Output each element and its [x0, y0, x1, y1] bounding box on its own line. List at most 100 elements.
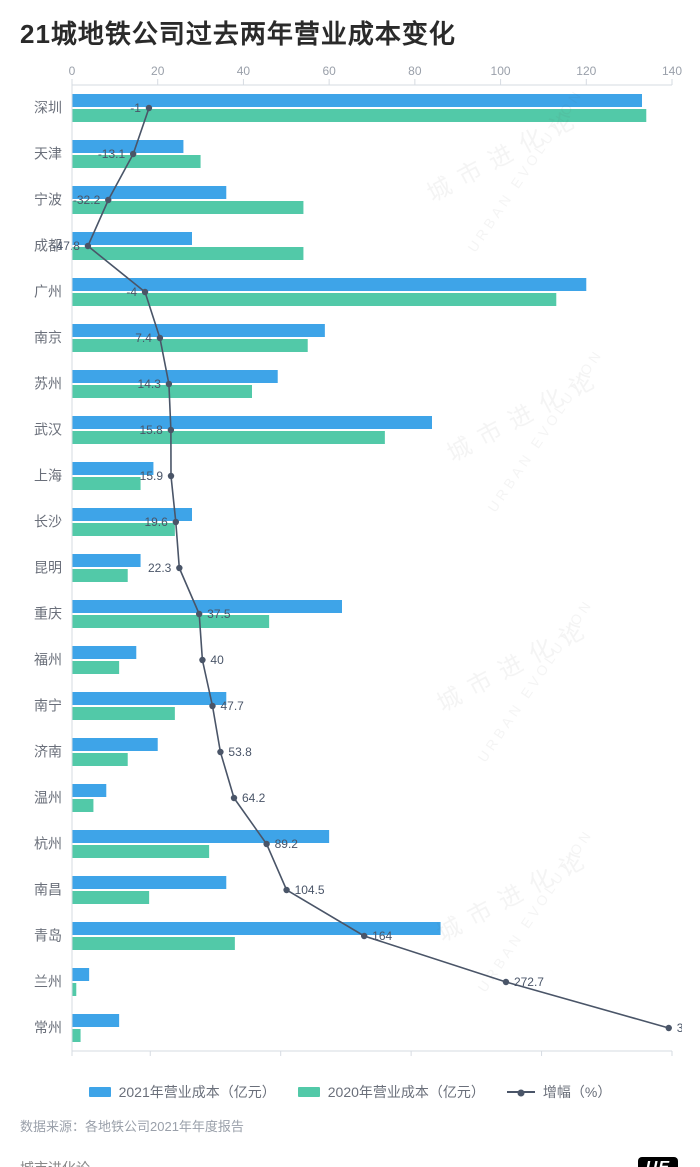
bar-2021: [72, 784, 106, 797]
bar-axis-label: 40: [237, 64, 251, 78]
bar-axis-label: 120: [576, 64, 596, 78]
bar-2021: [72, 416, 432, 429]
bar-axis-label: 20: [151, 64, 165, 78]
line-value-label: -4: [126, 285, 137, 299]
city-label: 长沙: [34, 514, 62, 530]
line-value-label: 7.4: [135, 331, 152, 345]
city-label: 兰州: [34, 974, 62, 990]
bar-2021: [72, 140, 183, 153]
legend-swatch-2020: [298, 1087, 320, 1097]
bar-2020: [72, 983, 76, 996]
city-label: 天津: [34, 146, 62, 162]
bar-2021: [72, 94, 642, 107]
bar-2021: [72, 554, 141, 567]
bar-2020: [72, 937, 235, 950]
line-marker: [283, 887, 289, 893]
legend: 2021年营业成本（亿元） 2020年营业成本（亿元） 增幅（%）: [18, 1062, 682, 1112]
bar-2021: [72, 324, 325, 337]
line-value-label: 15.9: [140, 469, 164, 483]
line-value-label: 104.5: [295, 883, 325, 897]
line-marker: [85, 243, 91, 249]
bar-2021: [72, 1014, 119, 1027]
bar-axis-label: 60: [322, 64, 336, 78]
bar-2021: [72, 646, 136, 659]
line-marker: [361, 933, 367, 939]
line-value-label: 37.5: [207, 607, 231, 621]
line-marker: [263, 841, 269, 847]
line-value-label: -1: [130, 101, 141, 115]
city-label: 杭州: [34, 836, 62, 852]
bar-axis-label: 140: [662, 64, 682, 78]
bar-2020: [72, 109, 646, 122]
line-value-label: 53.8: [228, 745, 252, 759]
bar-2021: [72, 968, 89, 981]
bar-axis-label: 100: [491, 64, 511, 78]
bar-2020: [72, 661, 119, 674]
source-text: 数据来源：各地铁公司2021年年度报告: [18, 1112, 682, 1153]
line-value-label: 15.8: [140, 423, 164, 437]
city-label: 常州: [34, 1020, 62, 1036]
bar-2020: [72, 385, 252, 398]
bar-2020: [72, 753, 128, 766]
line-marker: [166, 381, 172, 387]
line-marker: [217, 749, 223, 755]
legend-swatch-2021: [89, 1087, 111, 1097]
bar-2021: [72, 692, 226, 705]
legend-label-2020: 2020年营业成本（亿元）: [328, 1082, 485, 1102]
bar-2021: [72, 876, 226, 889]
city-label: 青岛: [34, 928, 62, 944]
line-value-label: 164: [372, 929, 392, 943]
chart-area: 020406080100120140深圳天津宁波成都广州南京苏州武汉上海长沙昆明…: [18, 57, 682, 1062]
bar-2020: [72, 155, 201, 168]
bar-2021: [72, 738, 158, 751]
footer-brand: 城市进化论: [20, 1158, 90, 1167]
bar-2021: [72, 278, 586, 291]
line-value-label: -47.8: [53, 239, 81, 253]
line-value-label: 40: [210, 653, 224, 667]
city-label: 广州: [34, 284, 62, 300]
legend-swatch-line: [507, 1091, 535, 1093]
line-value-label: 22.3: [148, 561, 172, 575]
city-label: 南昌: [34, 882, 62, 898]
line-marker: [231, 795, 237, 801]
legend-item-2021: 2021年营业成本（亿元）: [89, 1082, 276, 1102]
line-value-label: -32.2: [73, 193, 101, 207]
line-value-label: -13.1: [98, 147, 126, 161]
line-marker: [176, 565, 182, 571]
city-label: 昆明: [34, 560, 62, 576]
bar-2020: [72, 247, 303, 260]
city-label: 重庆: [34, 606, 62, 622]
bar-2021: [72, 370, 278, 383]
line-marker: [199, 657, 205, 663]
city-label: 福州: [34, 652, 62, 668]
page-root: { "title": "21城地铁公司过去两年营业成本变化", "legend"…: [0, 0, 700, 1167]
chart-title: 21城地铁公司过去两年营业成本变化: [18, 0, 682, 57]
line-value-label: 47.7: [220, 699, 244, 713]
line-marker: [157, 335, 163, 341]
line-marker: [196, 611, 202, 617]
legend-label-2021: 2021年营业成本（亿元）: [119, 1082, 276, 1102]
line-marker: [142, 289, 148, 295]
legend-label-line: 增幅（%）: [543, 1082, 611, 1102]
city-label: 武汉: [34, 422, 62, 438]
line-marker: [130, 151, 136, 157]
legend-item-2020: 2020年营业成本（亿元）: [298, 1082, 485, 1102]
city-label: 济南: [34, 744, 62, 760]
chart-svg: 020406080100120140深圳天津宁波成都广州南京苏州武汉上海长沙昆明…: [18, 57, 682, 1057]
city-label: 南宁: [34, 698, 62, 714]
bar-2020: [72, 477, 141, 490]
line-value-label: 14.3: [138, 377, 162, 391]
bar-2020: [72, 569, 128, 582]
bar-axis-label: 80: [408, 64, 422, 78]
line-value-label: 89.2: [275, 837, 299, 851]
line-marker: [173, 519, 179, 525]
legend-item-line: 增幅（%）: [507, 1082, 611, 1102]
footer-logo: UE: [638, 1157, 678, 1167]
line-marker: [168, 473, 174, 479]
bar-2020: [72, 707, 175, 720]
bar-2020: [72, 339, 308, 352]
city-label: 宁波: [34, 192, 62, 208]
bar-2020: [72, 615, 269, 628]
line-marker: [666, 1025, 672, 1031]
line-marker: [168, 427, 174, 433]
